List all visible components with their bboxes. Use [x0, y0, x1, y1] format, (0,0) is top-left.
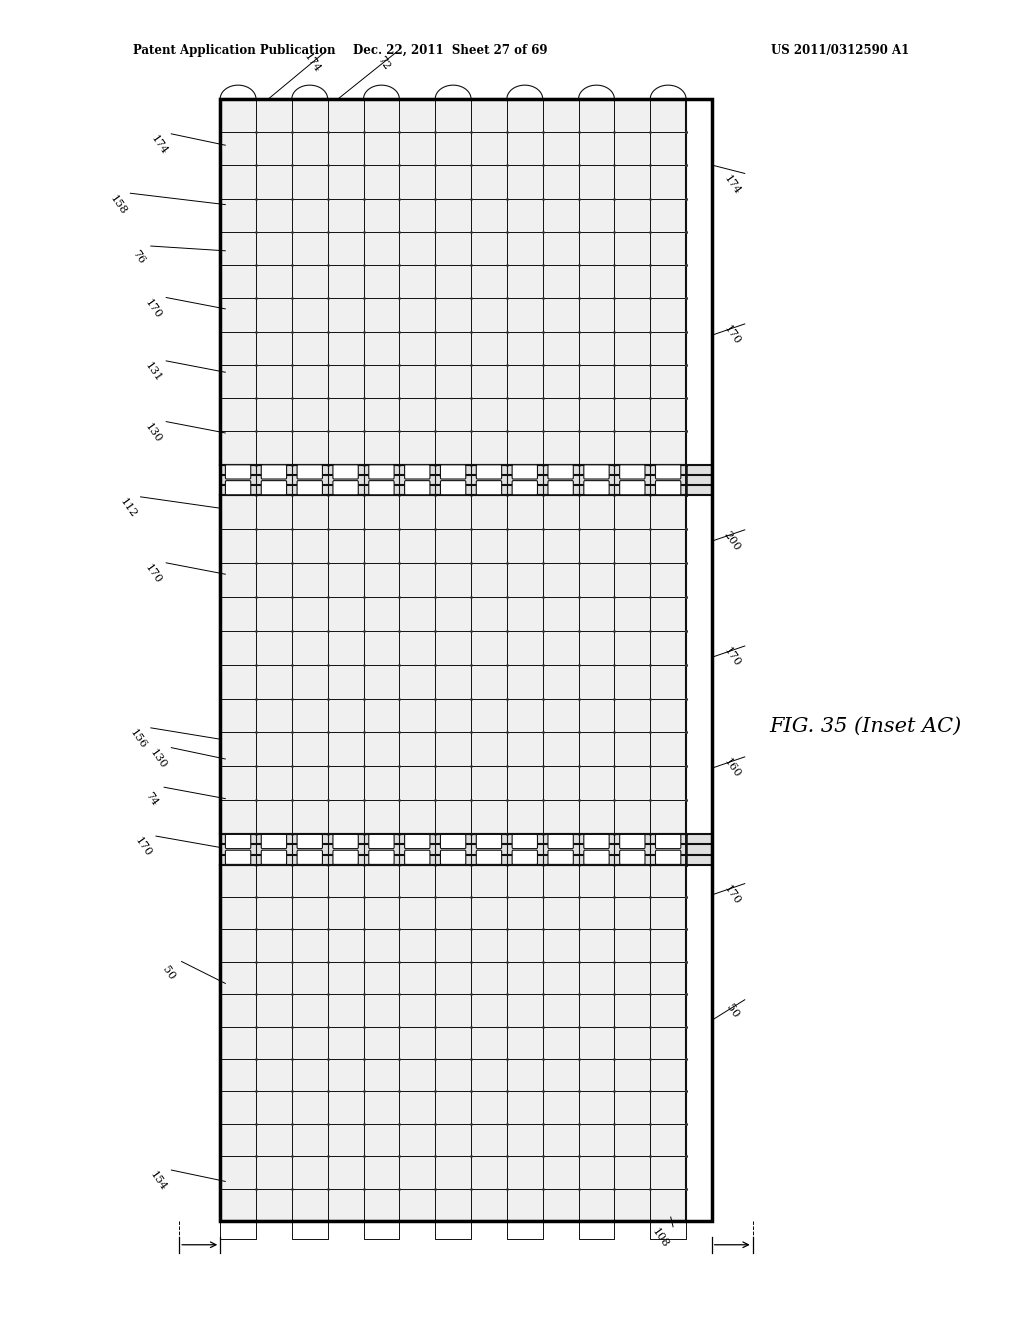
- FancyBboxPatch shape: [225, 465, 251, 479]
- FancyBboxPatch shape: [512, 465, 538, 479]
- FancyBboxPatch shape: [655, 480, 681, 495]
- Text: 170: 170: [143, 297, 164, 321]
- Text: 170: 170: [722, 323, 742, 347]
- Text: FIG. 35 (Inset AC): FIG. 35 (Inset AC): [769, 717, 962, 735]
- Text: 170: 170: [722, 645, 742, 669]
- Bar: [220, 99, 686, 465]
- FancyBboxPatch shape: [261, 465, 287, 479]
- FancyBboxPatch shape: [548, 850, 573, 865]
- FancyBboxPatch shape: [297, 465, 323, 479]
- FancyBboxPatch shape: [369, 465, 394, 479]
- FancyBboxPatch shape: [297, 834, 323, 849]
- Text: 174: 174: [302, 51, 323, 75]
- FancyBboxPatch shape: [584, 834, 609, 849]
- FancyBboxPatch shape: [261, 480, 287, 495]
- Text: Patent Application Publication: Patent Application Publication: [133, 44, 336, 57]
- Text: 170: 170: [722, 883, 742, 907]
- FancyBboxPatch shape: [620, 850, 645, 865]
- FancyBboxPatch shape: [548, 465, 573, 479]
- Text: 50: 50: [161, 964, 177, 982]
- FancyBboxPatch shape: [297, 850, 323, 865]
- FancyBboxPatch shape: [476, 465, 502, 479]
- FancyBboxPatch shape: [476, 834, 502, 849]
- FancyBboxPatch shape: [620, 480, 645, 495]
- FancyBboxPatch shape: [369, 834, 394, 849]
- FancyBboxPatch shape: [225, 834, 251, 849]
- FancyBboxPatch shape: [655, 834, 681, 849]
- Text: Dec. 22, 2011  Sheet 27 of 69: Dec. 22, 2011 Sheet 27 of 69: [353, 44, 548, 57]
- Bar: [220, 865, 686, 1221]
- FancyBboxPatch shape: [620, 465, 645, 479]
- FancyBboxPatch shape: [369, 480, 394, 495]
- FancyBboxPatch shape: [512, 850, 538, 865]
- FancyBboxPatch shape: [620, 834, 645, 849]
- Bar: [220, 834, 712, 865]
- FancyBboxPatch shape: [548, 834, 573, 849]
- Bar: [220, 99, 712, 1221]
- FancyBboxPatch shape: [440, 465, 466, 479]
- FancyBboxPatch shape: [404, 850, 430, 865]
- Text: 50: 50: [724, 1002, 740, 1020]
- Bar: [220, 99, 712, 1221]
- Text: 72: 72: [376, 54, 392, 73]
- Text: 154: 154: [148, 1170, 169, 1193]
- Text: 130: 130: [143, 421, 164, 445]
- Text: 131: 131: [143, 360, 164, 384]
- FancyBboxPatch shape: [404, 834, 430, 849]
- FancyBboxPatch shape: [476, 850, 502, 865]
- Text: 174: 174: [722, 173, 742, 197]
- Text: 200: 200: [722, 529, 742, 553]
- FancyBboxPatch shape: [333, 850, 358, 865]
- FancyBboxPatch shape: [512, 834, 538, 849]
- Text: 156: 156: [128, 727, 148, 751]
- FancyBboxPatch shape: [261, 834, 287, 849]
- Text: 130: 130: [148, 747, 169, 771]
- FancyBboxPatch shape: [548, 480, 573, 495]
- FancyBboxPatch shape: [440, 480, 466, 495]
- FancyBboxPatch shape: [584, 480, 609, 495]
- Text: 160: 160: [722, 756, 742, 780]
- FancyBboxPatch shape: [440, 834, 466, 849]
- FancyBboxPatch shape: [655, 850, 681, 865]
- FancyBboxPatch shape: [440, 850, 466, 865]
- FancyBboxPatch shape: [333, 834, 358, 849]
- FancyBboxPatch shape: [476, 480, 502, 495]
- FancyBboxPatch shape: [369, 850, 394, 865]
- FancyBboxPatch shape: [512, 480, 538, 495]
- Text: 158: 158: [108, 193, 128, 216]
- Bar: [220, 495, 686, 834]
- Text: US 2011/0312590 A1: US 2011/0312590 A1: [770, 44, 909, 57]
- Text: 108: 108: [650, 1226, 671, 1250]
- FancyBboxPatch shape: [655, 465, 681, 479]
- Text: 170: 170: [133, 836, 154, 859]
- FancyBboxPatch shape: [225, 850, 251, 865]
- FancyBboxPatch shape: [225, 480, 251, 495]
- FancyBboxPatch shape: [584, 465, 609, 479]
- Bar: [220, 465, 712, 495]
- FancyBboxPatch shape: [404, 465, 430, 479]
- FancyBboxPatch shape: [261, 850, 287, 865]
- FancyBboxPatch shape: [333, 480, 358, 495]
- Text: 74: 74: [143, 789, 160, 808]
- Text: 76: 76: [130, 248, 146, 267]
- Text: 174: 174: [148, 133, 169, 157]
- FancyBboxPatch shape: [584, 850, 609, 865]
- FancyBboxPatch shape: [333, 465, 358, 479]
- FancyBboxPatch shape: [404, 480, 430, 495]
- Text: 112: 112: [118, 496, 138, 520]
- Text: 170: 170: [143, 562, 164, 586]
- FancyBboxPatch shape: [297, 480, 323, 495]
